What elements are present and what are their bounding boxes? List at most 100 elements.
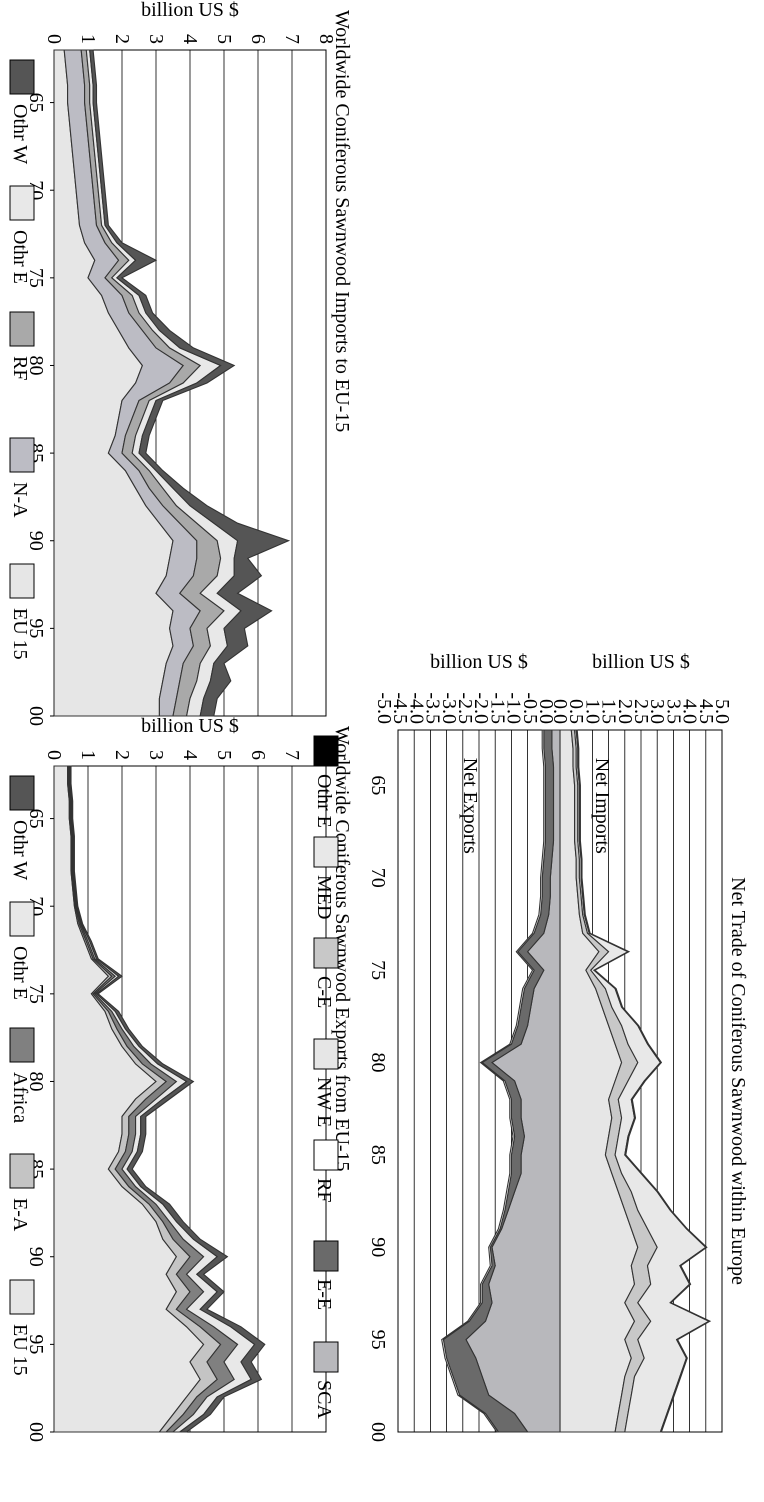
net-trade-legend-swatch <box>313 1139 339 1171</box>
net-imports-y-tick-label: 0.5 <box>565 699 587 724</box>
net-imports-label: Net Imports <box>591 758 613 854</box>
net-trade-legend-label: MED <box>313 875 335 919</box>
net-imports-y-tick-label: 1.0 <box>581 699 603 724</box>
net-trade-legend-swatch <box>313 735 339 767</box>
exports-legend-swatch <box>9 1027 35 1063</box>
net-trade-x-tick-label: 75 <box>367 960 389 980</box>
imports-legend-label: Othr W <box>9 104 31 164</box>
exports-y-tick-label: 0 <box>43 750 65 760</box>
imports-x-tick-label: 75 <box>25 268 47 288</box>
imports-y-tick-label: 4 <box>179 34 201 44</box>
net-trade-legend-swatch <box>313 1341 339 1373</box>
net-exports-label: Net Exports <box>459 758 481 854</box>
net-exports-y-tick-label: -2.0 <box>470 692 492 724</box>
exports-y-tick-label: 4 <box>179 750 201 760</box>
exports-y-tick-label: 1 <box>77 750 99 760</box>
exports-area-eu-15 <box>53 765 205 1433</box>
net-exports-y-tick-label: -1.0 <box>503 692 525 724</box>
exports-legend-label: EU 15 <box>9 1324 31 1376</box>
net-trade-x-tick-label: 00 <box>367 1422 389 1442</box>
net-trade-x-tick-label: 95 <box>367 1330 389 1350</box>
exports-x-tick-label: 95 <box>25 1334 47 1354</box>
net-imports-y-tick-label: 2.5 <box>630 699 652 724</box>
net-imports-y-tick-label: 4.0 <box>679 699 701 724</box>
imports-y-tick-label: 2 <box>111 34 133 44</box>
net-trade-legend-label: SCA <box>313 1380 335 1419</box>
exports-legend-label: Africa <box>9 1072 31 1123</box>
exports-y-tick-label: 6 <box>247 750 269 760</box>
net-exports-y-tick-label: -4.5 <box>389 692 411 724</box>
imports-x-tick-label: 90 <box>25 531 47 551</box>
net-exports-y-tick-label: -2.5 <box>454 692 476 724</box>
net-trade-legend-swatch <box>313 937 339 969</box>
net-imports-area-othr-e <box>575 729 712 1433</box>
exports-y-tick-label: 5 <box>213 750 235 760</box>
exports-areas <box>53 765 266 1433</box>
net-trade-legend-label: C-E <box>313 976 335 1008</box>
imports-y-ticks: 0 1 2 3 4 5 6 7 8 <box>43 34 337 44</box>
imports-legend-swatch <box>9 437 35 473</box>
net-exports-y-tick-label: -0.5 <box>519 692 541 724</box>
net-imports-y-tick-label: 2.0 <box>614 699 636 724</box>
net-trade-x-tick-label: 90 <box>367 1237 389 1257</box>
imports-legend-label: N-A <box>9 482 31 518</box>
imports-legend-swatch <box>9 563 35 599</box>
exports-x-tick-label: 75 <box>25 984 47 1004</box>
imports-y-axis-label: billion US $ <box>141 0 239 21</box>
imports-legend-label: Othr E <box>9 230 31 284</box>
imports-x-tick-label: 80 <box>25 355 47 375</box>
imports-legend-swatch <box>9 311 35 347</box>
net-trade-chart-title: Net Trade of Coniferous Sawnwood within … <box>727 877 749 1285</box>
exports-legend-swatch <box>9 1153 35 1189</box>
net-trade-x-tick-label: 80 <box>367 1053 389 1073</box>
exports-y-tick-label: 2 <box>111 750 133 760</box>
net-imports-areas <box>559 729 712 1433</box>
net-trade-x-tick-label: 65 <box>367 775 389 795</box>
net-trade-x-ticks: 65 70 75 80 85 90 95 00 <box>367 775 389 1442</box>
imports-x-tick-label: 65 <box>25 93 47 113</box>
net-exports-y-axis-label: billion US $ <box>430 651 528 673</box>
imports-x-tick-label: 00 <box>25 706 47 726</box>
exports-y-axis-label: billion US $ <box>141 715 239 737</box>
imports-y-tick-label: 8 <box>315 34 337 44</box>
imports-y-tick-label: 0 <box>43 34 65 44</box>
net-trade-legend-swatch <box>313 1240 339 1272</box>
net-imports-y-tick-label: 0.0 <box>549 699 571 724</box>
net-exports-y-tick-label: -3.0 <box>438 692 460 724</box>
exports-y-tick-label: 7 <box>281 750 303 760</box>
net-trade-legend: Othr E MED C-E NW E RF E-E SCA <box>313 735 339 1419</box>
net-exports-y-tick-label: -3.5 <box>422 692 444 724</box>
net-trade-legend-label: NW E <box>313 1077 335 1127</box>
imports-legend-swatch <box>9 185 35 221</box>
net-trade-x-tick-label: 85 <box>367 1145 389 1165</box>
exports-area-othr-w <box>69 765 266 1433</box>
exports-legend-swatch <box>9 901 35 937</box>
exports-chart: Worldwide Coniferous Sawnwood Exports fr… <box>9 715 353 1442</box>
exports-legend-label: E-A <box>9 1198 31 1232</box>
net-exports-y-tick-label: -5.0 <box>373 692 395 724</box>
imports-y-tick-label: 5 <box>213 34 235 44</box>
net-exports-area-rf <box>441 729 546 1433</box>
imports-area-othr-w <box>89 49 291 717</box>
net-imports-y-tick-label: 3.5 <box>662 699 684 724</box>
imports-legend: Othr W Othr E RF N-A EU 15 <box>9 59 35 660</box>
net-exports-y-tick-label: 0.0 <box>535 699 557 724</box>
imports-legend-label: RF <box>9 356 31 380</box>
net-trade-legend-label: E-E <box>313 1279 335 1310</box>
net-trade-legend-label: Othr E <box>313 774 335 828</box>
imports-chart-title: Worldwide Coniferous Sawnwood Imports to… <box>331 10 353 432</box>
net-exports-areas <box>441 729 561 1433</box>
imports-chart: Worldwide Coniferous Sawnwood Imports to… <box>9 0 353 726</box>
imports-y-tick-label: 7 <box>281 34 303 44</box>
exports-x-tick-label: 00 <box>25 1422 47 1442</box>
exports-legend-swatch <box>9 1279 35 1315</box>
exports-x-tick-label: 90 <box>25 1247 47 1267</box>
exports-legend-label: Othr E <box>9 946 31 1000</box>
net-trade-legend-label: RF <box>313 1178 335 1202</box>
imports-x-tick-label: 95 <box>25 618 47 638</box>
net-imports-y-tick-label: 3.0 <box>646 699 668 724</box>
net-exports-y-tick-label: -4.0 <box>405 692 427 724</box>
